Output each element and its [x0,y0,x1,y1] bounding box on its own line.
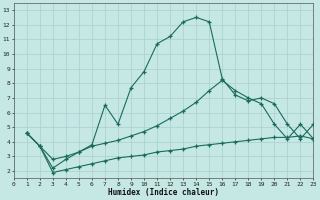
X-axis label: Humidex (Indice chaleur): Humidex (Indice chaleur) [108,188,219,197]
